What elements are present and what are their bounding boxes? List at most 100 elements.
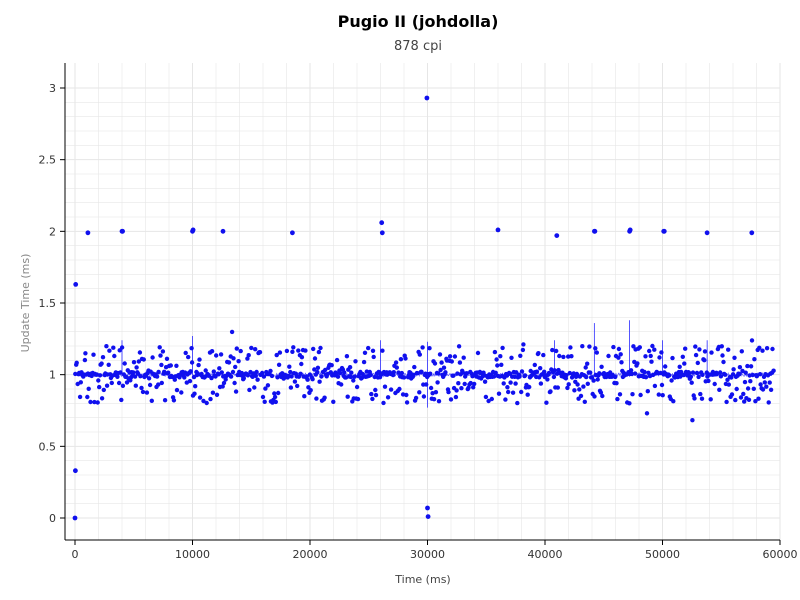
data-point	[291, 345, 296, 350]
data-point	[515, 400, 520, 406]
data-point	[503, 397, 508, 402]
data-point	[100, 355, 106, 360]
data-point	[124, 380, 130, 385]
data-point	[432, 361, 438, 366]
data-point	[585, 381, 590, 386]
data-point	[616, 346, 622, 352]
data-point	[118, 370, 123, 375]
data-point	[632, 371, 638, 376]
data-point	[157, 345, 162, 350]
data-point	[538, 381, 544, 386]
data-point	[106, 362, 111, 367]
data-point	[354, 384, 360, 390]
data-point	[362, 350, 368, 355]
data-point	[299, 355, 305, 360]
data-point	[745, 386, 751, 391]
data-point	[520, 347, 526, 353]
data-point	[496, 391, 502, 396]
data-point	[439, 360, 444, 365]
outlier-point	[73, 468, 78, 474]
data-point	[509, 355, 514, 360]
data-point	[719, 344, 724, 349]
data-point	[428, 371, 433, 376]
data-point	[650, 343, 655, 349]
data-point	[578, 393, 584, 399]
data-point	[532, 362, 537, 368]
data-point	[289, 374, 294, 379]
outlier-point	[495, 227, 501, 233]
data-point	[461, 355, 466, 360]
data-point	[649, 359, 654, 364]
data-point	[261, 374, 267, 379]
data-point	[361, 359, 367, 365]
data-point	[369, 391, 374, 397]
data-point	[187, 378, 193, 384]
data-point	[438, 367, 443, 373]
data-point	[644, 411, 650, 416]
data-point	[221, 380, 227, 386]
data-point	[718, 374, 724, 379]
data-point	[501, 381, 506, 386]
data-point	[104, 383, 110, 388]
data-point	[752, 357, 757, 362]
data-point	[513, 381, 518, 386]
data-point	[569, 354, 574, 359]
data-point	[263, 386, 268, 391]
data-point	[492, 349, 498, 355]
data-point	[99, 361, 104, 366]
data-point	[456, 344, 462, 349]
data-point	[228, 374, 234, 379]
data-point	[592, 394, 597, 399]
data-point	[338, 370, 343, 376]
data-point	[718, 370, 723, 375]
data-point	[164, 356, 170, 361]
data-point	[615, 396, 620, 402]
data-point	[371, 354, 376, 360]
data-point	[595, 377, 600, 382]
data-point	[433, 390, 439, 395]
data-point	[316, 349, 322, 355]
data-point	[743, 370, 748, 375]
data-point	[538, 366, 543, 371]
data-point	[226, 360, 232, 365]
data-point	[133, 383, 138, 388]
data-point	[334, 357, 340, 363]
data-point	[298, 371, 303, 376]
data-point	[564, 373, 569, 378]
data-point	[255, 377, 260, 382]
data-point	[446, 389, 451, 395]
data-point	[277, 350, 283, 355]
data-point	[499, 362, 504, 367]
data-point	[536, 351, 541, 356]
data-point	[637, 345, 642, 350]
data-point	[493, 370, 498, 375]
data-point	[464, 371, 470, 376]
y-tick-label: 1.5	[39, 297, 57, 310]
data-point	[156, 369, 161, 375]
data-point	[486, 398, 491, 404]
data-point	[510, 390, 516, 395]
data-point	[738, 395, 744, 400]
data-point	[618, 352, 623, 357]
data-point	[88, 399, 93, 405]
data-point	[764, 346, 770, 351]
data-point	[616, 355, 621, 360]
data-point	[550, 347, 555, 353]
data-point	[720, 353, 725, 358]
data-point	[83, 351, 88, 356]
data-point	[768, 387, 774, 392]
x-axis-label: Time (ms)	[394, 573, 450, 586]
data-point	[290, 349, 295, 354]
data-point	[583, 365, 588, 370]
data-point	[568, 345, 573, 350]
data-point	[566, 354, 571, 359]
data-points	[72, 95, 776, 521]
data-point	[229, 329, 235, 335]
data-point	[162, 398, 168, 403]
data-point	[495, 363, 500, 368]
data-point	[317, 379, 322, 384]
data-point	[534, 369, 540, 374]
data-point	[428, 385, 434, 391]
data-point	[373, 392, 379, 398]
data-point	[748, 364, 754, 369]
